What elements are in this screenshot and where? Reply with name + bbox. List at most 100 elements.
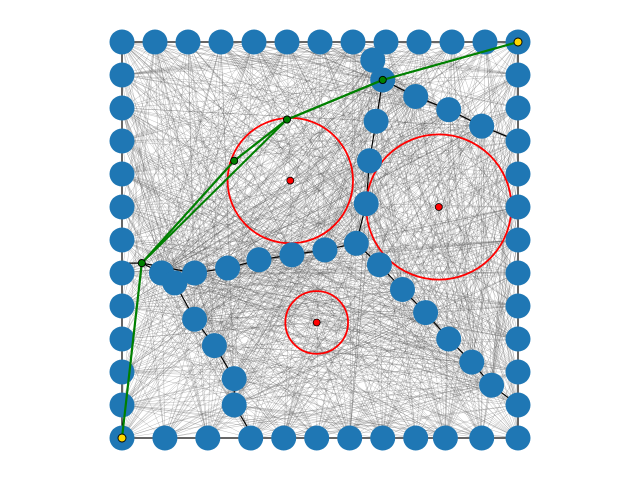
graph-node	[182, 306, 208, 332]
graph-node	[439, 29, 465, 55]
graph-edge	[227, 267, 350, 439]
graph-edge	[375, 121, 492, 386]
graph-edges	[121, 41, 519, 439]
graph-node	[505, 260, 531, 286]
graph-node	[406, 29, 432, 55]
graph-edge	[291, 254, 449, 340]
graph-edge	[382, 140, 519, 439]
graph-node	[109, 260, 135, 286]
path-waypoint	[230, 156, 239, 165]
graph-node	[238, 425, 264, 451]
graph-edge	[207, 126, 482, 439]
graph-edge	[402, 96, 416, 290]
graph-edge	[369, 160, 403, 290]
graph-edge	[121, 41, 288, 208]
graph-node	[337, 425, 363, 451]
graph-edge	[227, 267, 449, 340]
graph-edge	[375, 121, 519, 340]
graph-edge	[121, 140, 166, 439]
graph-edge	[121, 272, 162, 340]
graph-edge	[161, 140, 519, 274]
graph-edge	[481, 126, 492, 386]
graph-edge	[227, 267, 472, 363]
graph-edge	[324, 249, 519, 439]
graph-node	[366, 252, 392, 278]
graph-edge	[234, 272, 519, 406]
graph-edge	[194, 312, 426, 320]
graph-edge	[291, 254, 492, 386]
graph-edge	[418, 41, 482, 127]
graph-node	[469, 113, 495, 139]
graph-edge	[445, 126, 482, 439]
graph-edge	[121, 140, 519, 439]
graph-edge	[253, 41, 380, 265]
graph-edge	[174, 282, 426, 313]
graph-edge	[324, 60, 373, 250]
graph-node	[221, 392, 247, 418]
graph-edge	[220, 41, 357, 244]
graph-edge	[234, 312, 426, 406]
graph-edge	[372, 60, 519, 274]
graph-node	[152, 425, 178, 451]
graph-edge	[161, 41, 354, 274]
graph-edge	[258, 259, 380, 265]
graph-edge	[234, 404, 350, 439]
graph-node	[109, 128, 135, 154]
graph-edge	[250, 404, 519, 439]
graph-edge	[121, 41, 354, 406]
graph-node	[472, 29, 498, 55]
graph-edge	[194, 319, 492, 386]
graph-edge	[227, 267, 519, 307]
graph-edge	[227, 267, 426, 313]
graph-edge	[415, 96, 472, 363]
graph-edge	[161, 160, 370, 274]
graph-edge	[161, 272, 519, 406]
graph-edge	[283, 249, 326, 439]
graph-edge	[349, 79, 383, 439]
graph-edge	[481, 126, 519, 241]
graph-node	[109, 161, 135, 187]
graph-edge	[349, 243, 357, 439]
graph-edge	[445, 362, 472, 439]
graph-edge	[161, 41, 453, 274]
graph-edge	[194, 272, 215, 346]
graph-edge	[382, 79, 519, 373]
graph-node	[208, 29, 234, 55]
graph-edge	[366, 203, 426, 313]
graph-edge	[174, 121, 377, 284]
graph-node	[279, 242, 305, 268]
path-waypoint	[378, 75, 387, 84]
graph-edge	[174, 282, 403, 290]
graph-edge	[121, 109, 449, 373]
path-waypoint	[137, 259, 146, 268]
graph-node	[436, 97, 462, 123]
graph-edge	[194, 272, 472, 363]
graph-edge	[121, 74, 449, 110]
graph-edge	[121, 59, 373, 76]
graph-edge	[448, 109, 519, 373]
graph-edge	[382, 74, 519, 81]
graph-edge	[324, 249, 426, 313]
graph-edge	[448, 109, 472, 363]
graph-edge	[207, 254, 293, 439]
graph-edge	[291, 254, 350, 439]
graph-edge	[121, 79, 383, 241]
graph-edge	[194, 319, 416, 439]
graph-node	[195, 425, 221, 451]
graph-edge	[234, 312, 426, 379]
graph-edge	[234, 126, 482, 406]
graph-edge	[194, 239, 519, 320]
graph-edge	[258, 259, 492, 386]
graph-edge	[382, 79, 519, 109]
graph-edge	[234, 243, 357, 406]
path-waypoint	[282, 115, 292, 124]
graph-edge	[283, 361, 472, 439]
graph-node	[246, 247, 272, 273]
graph-edge	[174, 282, 472, 363]
graph-node	[142, 29, 168, 55]
graph-edge	[415, 96, 519, 373]
graph-edge	[121, 74, 416, 97]
graph-node	[505, 95, 531, 121]
graph-edge	[214, 345, 446, 439]
